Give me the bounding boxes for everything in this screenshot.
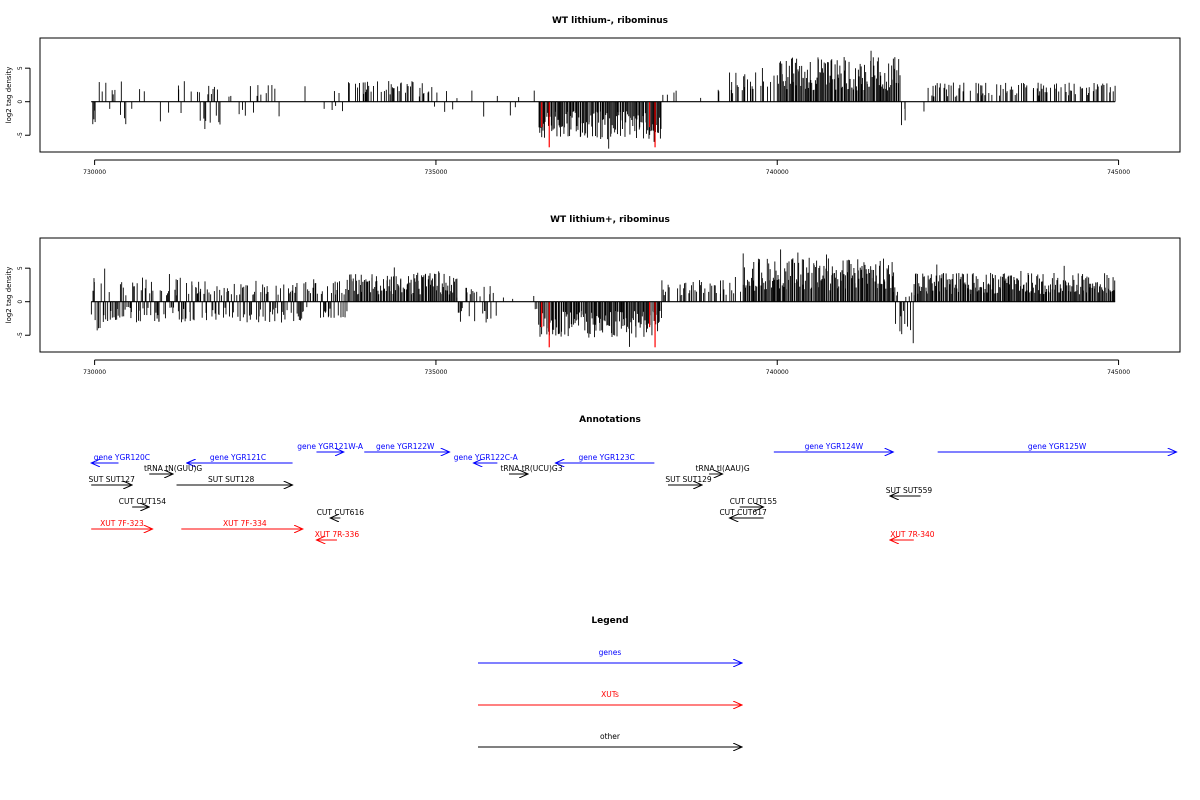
y-axis-label: log2 tag density	[5, 67, 13, 124]
y-tick-label: -5	[17, 332, 24, 338]
feature-label: gene YGR124W	[805, 442, 864, 451]
annotation-track: Annotations gene YGR120C gene YGR121Cgene…	[88, 415, 1176, 540]
legend-entry-xuts: XUTs	[478, 690, 742, 705]
coverage-panel-lithium-minus: WT lithium-, ribominus log2 tag density …	[5, 16, 1181, 176]
feature-gene-ygr124w: gene YGR124W	[773, 442, 893, 452]
feature-label: gene YGR122W	[376, 442, 435, 451]
coverage-panel-lithium-plus: WT lithium+, ribominus log2 tag density …	[5, 215, 1181, 376]
x-tick-label: 745000	[1107, 169, 1130, 176]
feature-gene-ygr123c: gene YGR123C	[555, 453, 655, 463]
feature-label: tRNA tR(UCU)G3	[500, 464, 562, 473]
bar-series	[90, 249, 1116, 348]
feature-label: XUT 7F-323	[100, 519, 144, 528]
feature-xut-7f-334: XUT 7F-334	[181, 519, 303, 529]
feature-list: gene YGR120C gene YGR121C gene YGR121W-A ge…	[88, 442, 1176, 540]
feature-label: CUT CUT155	[730, 497, 778, 506]
feature-xut-7f-323: XUT 7F-323	[91, 519, 152, 529]
feature-label: gene YGR121W-A	[297, 442, 364, 451]
feature-trna-tn-guu-g: tRNA tN(GUU)G	[144, 464, 202, 474]
feature-cut-cut154: CUT CUT154	[119, 497, 167, 507]
feature-label: CUT CUT617	[719, 508, 767, 517]
feature-label: gene YGR122C-A	[454, 453, 519, 462]
feature-xut-7r-336: XUT 7R-336	[315, 530, 360, 540]
legend-label: other	[600, 732, 621, 741]
feature-xut-7r-340: XUT 7R-340	[890, 530, 935, 540]
feature-cut-cut616: CUT CUT616	[317, 508, 365, 518]
plot-frame	[39, 237, 1181, 353]
x-tick-label: 735000	[424, 169, 447, 176]
feature-gene-ygr120c: gene YGR120C	[91, 453, 150, 463]
y-axis: -5 0 5	[17, 266, 31, 338]
y-tick-label: 0	[17, 300, 24, 304]
feature-label: gene YGR120C	[94, 453, 150, 462]
feature-gene-ygr122w: gene YGR122W	[364, 442, 449, 452]
y-axis: -5 0 5	[17, 66, 31, 138]
feature-gene-ygr125w: gene YGR125W	[937, 442, 1177, 452]
feature-gene-ygr121w-a: gene YGR121W-A	[297, 442, 364, 452]
feature-label: tRNA tN(GUU)G	[144, 464, 202, 473]
feature-label: CUT CUT154	[119, 497, 167, 506]
y-tick-label: 0	[17, 100, 24, 104]
feature-label: SUT SUT129	[665, 475, 712, 484]
feature-trna-ti-aau-g: tRNA tI(AAU)G	[696, 464, 750, 474]
x-axis: 730000 735000 740000 745000	[83, 159, 1130, 176]
feature-label: XUT 7F-334	[223, 519, 267, 528]
annotation-title: Annotations	[579, 415, 641, 425]
feature-sut-sut559: SUT SUT559	[886, 486, 933, 496]
legend-entry-genes: genes	[478, 648, 742, 663]
x-tick-label: 730000	[83, 169, 106, 176]
feature-label: XUT 7R-336	[315, 530, 360, 539]
x-tick-label: 730000	[83, 369, 106, 376]
x-axis: 730000 735000 740000 745000	[83, 359, 1130, 376]
legend-entry-list: genes XUTs other	[478, 648, 742, 747]
feature-label: tRNA tI(AAU)G	[696, 464, 750, 473]
feature-label: SUT SUT127	[88, 475, 135, 484]
feature-cut-cut155: CUT CUT155	[730, 497, 778, 507]
y-tick-label: 5	[17, 66, 24, 70]
x-tick-label: 745000	[1107, 369, 1130, 376]
legend-title: Legend	[591, 616, 628, 626]
x-tick-label: 735000	[424, 369, 447, 376]
y-axis-label: log2 tag density	[5, 267, 13, 324]
x-tick-label: 740000	[766, 369, 789, 376]
legend-entry-other: other	[478, 732, 742, 747]
feature-label: gene YGR121C	[210, 453, 266, 462]
feature-label: CUT CUT616	[317, 508, 365, 517]
panel-title: WT lithium-, ribominus	[552, 16, 668, 26]
feature-sut-sut127: SUT SUT127	[88, 475, 135, 485]
bar-series	[92, 50, 1116, 149]
plot-frame	[39, 37, 1181, 153]
feature-label: SUT SUT559	[886, 486, 933, 495]
feature-label: gene YGR123C	[578, 453, 634, 462]
feature-sut-sut128: SUT SUT128	[176, 475, 293, 485]
feature-label: SUT SUT128	[208, 475, 255, 484]
feature-gene-ygr121c: gene YGR121C	[187, 453, 293, 463]
legend: Legend genes XUTs other	[478, 616, 742, 747]
feature-trna-tr-ucu-g3: tRNA tR(UCU)G3	[500, 464, 563, 474]
feature-label: gene YGR125W	[1028, 442, 1087, 451]
legend-label: genes	[599, 648, 622, 657]
legend-label: XUTs	[601, 690, 619, 699]
y-tick-label: -5	[17, 132, 24, 138]
y-tick-label: 5	[17, 266, 24, 270]
x-tick-label: 740000	[766, 169, 789, 176]
feature-sut-sut129: SUT SUT129	[665, 475, 712, 485]
feature-label: XUT 7R-340	[890, 530, 935, 539]
feature-cut-cut617: CUT CUT617	[719, 508, 767, 518]
feature-gene-ygr122c-a: gene YGR122C-A	[454, 453, 519, 463]
panel-title: WT lithium+, ribominus	[550, 215, 670, 225]
